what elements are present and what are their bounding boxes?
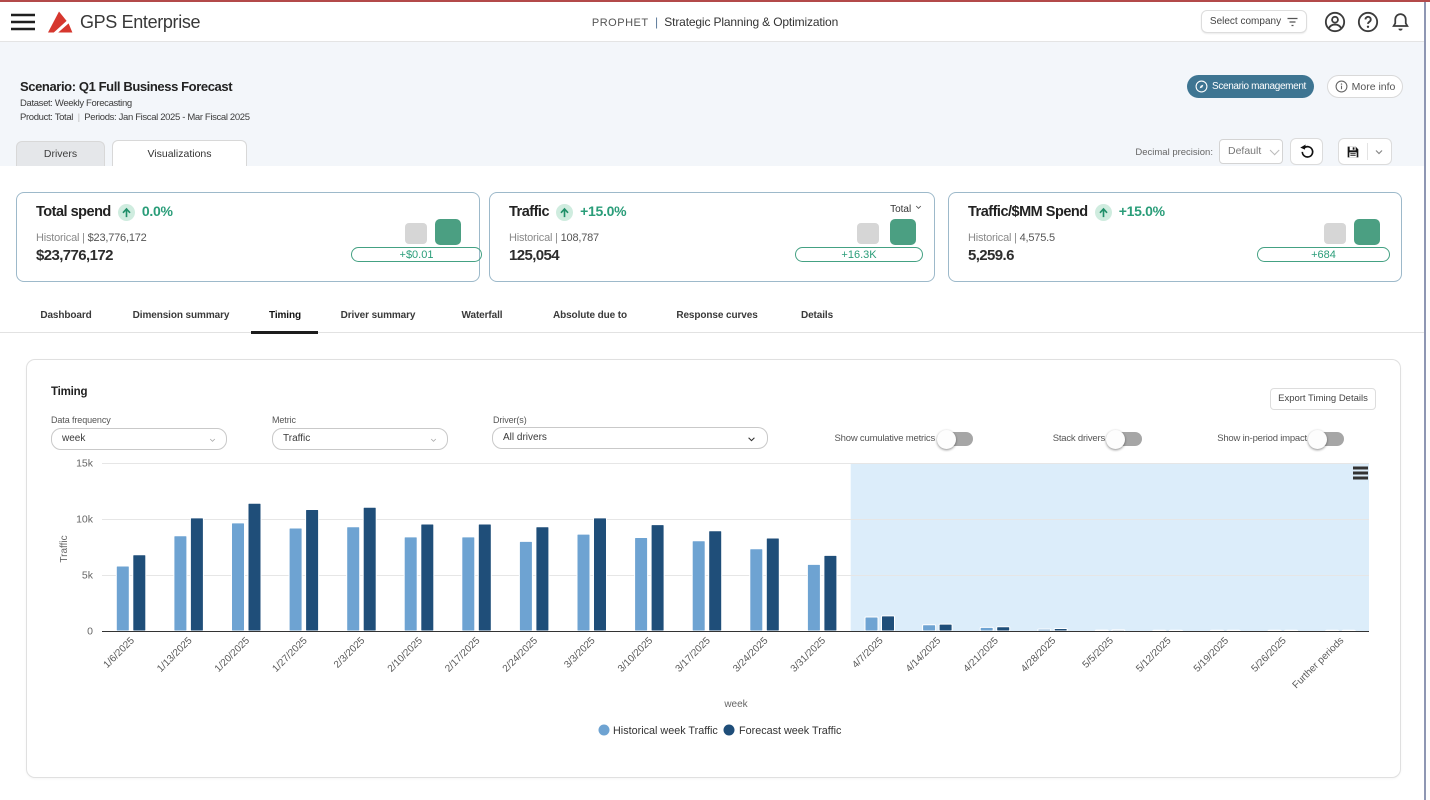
svg-text:3/24/2025: 3/24/2025	[731, 635, 771, 675]
svg-text:2/24/2025: 2/24/2025	[501, 635, 541, 675]
svg-text:5/5/2025: 5/5/2025	[1081, 635, 1117, 671]
svg-text:1/6/2025: 1/6/2025	[102, 635, 138, 671]
svg-text:3/3/2025: 3/3/2025	[562, 635, 598, 671]
svg-text:5/19/2025: 5/19/2025	[1192, 635, 1232, 675]
svg-text:1/13/2025: 1/13/2025	[155, 635, 195, 675]
svg-text:1/27/2025: 1/27/2025	[270, 635, 310, 675]
svg-text:3/17/2025: 3/17/2025	[674, 635, 714, 675]
svg-text:Forecast week Traffic: Forecast week Traffic	[739, 725, 842, 737]
svg-text:2/17/2025: 2/17/2025	[443, 635, 483, 675]
svg-text:15k: 15k	[76, 458, 94, 470]
svg-text:4/14/2025: 4/14/2025	[904, 635, 944, 675]
svg-text:4/7/2025: 4/7/2025	[850, 635, 886, 671]
svg-text:5/26/2025: 5/26/2025	[1249, 635, 1289, 675]
svg-text:Further periods: Further periods	[1291, 635, 1347, 691]
svg-text:5/12/2025: 5/12/2025	[1134, 635, 1174, 675]
svg-text:4/21/2025: 4/21/2025	[962, 635, 1002, 675]
svg-text:2/3/2025: 2/3/2025	[332, 635, 368, 671]
svg-text:3/31/2025: 3/31/2025	[789, 635, 829, 675]
svg-text:0: 0	[87, 626, 93, 638]
svg-text:3/10/2025: 3/10/2025	[616, 635, 656, 675]
svg-text:Traffic: Traffic	[59, 535, 70, 562]
svg-text:1/20/2025: 1/20/2025	[213, 635, 253, 675]
svg-text:Historical week Traffic: Historical week Traffic	[613, 725, 718, 737]
svg-text:week: week	[723, 699, 748, 710]
svg-text:5k: 5k	[82, 570, 94, 582]
svg-text:10k: 10k	[76, 514, 94, 526]
svg-text:2/10/2025: 2/10/2025	[386, 635, 426, 675]
svg-text:4/28/2025: 4/28/2025	[1019, 635, 1059, 675]
